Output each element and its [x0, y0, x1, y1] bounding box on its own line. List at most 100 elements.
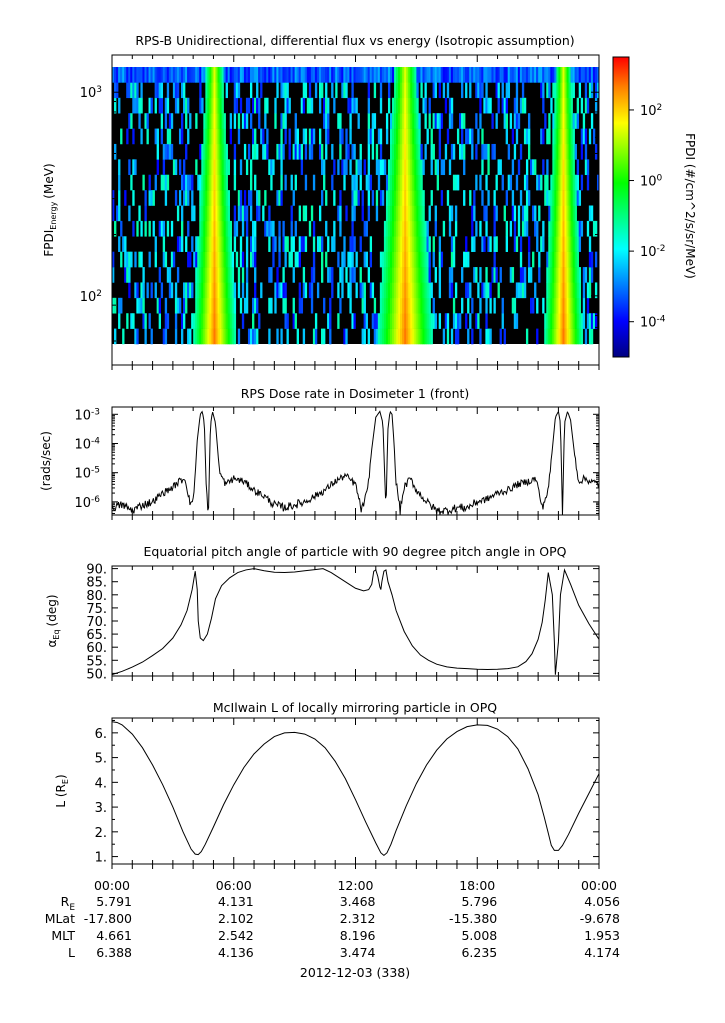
spectrogram-cell	[574, 220, 577, 237]
spectrogram-cell	[209, 205, 212, 222]
spectrogram-cell	[260, 82, 263, 99]
spectrogram-cell	[594, 67, 598, 83]
spectrogram-cell	[590, 328, 594, 345]
spectrogram-cell	[574, 67, 577, 83]
spectrogram-cell	[302, 67, 306, 83]
spectrogram-cell	[351, 267, 354, 283]
spectrogram-cell	[201, 220, 204, 237]
spectrogram-cell	[292, 143, 295, 160]
spectrogram-cell	[239, 236, 243, 252]
spectrogram-cell	[477, 282, 480, 299]
spectrogram-cell	[410, 113, 413, 129]
spectrogram-cell	[268, 236, 271, 252]
spectrogram-cell	[379, 190, 383, 206]
spectrogram-cell	[215, 297, 218, 314]
spectrogram-cell	[586, 313, 590, 329]
spectrogram-cell	[312, 128, 316, 145]
spectrogram-cell	[371, 113, 375, 129]
spectrogram-cell	[505, 220, 508, 237]
colorbar-gradient	[612, 56, 630, 358]
spectrogram-cell	[252, 236, 255, 252]
spectrogram-cell	[517, 205, 521, 222]
spectrogram-cell	[237, 190, 241, 206]
spectrogram-cell	[199, 267, 202, 283]
pitch-angle-y-label-unit: (deg)	[45, 594, 59, 626]
spectrogram-cell	[270, 174, 273, 191]
spectrogram-cell	[398, 267, 401, 283]
spectrogram-cell	[229, 267, 233, 283]
spectrogram-cell	[414, 282, 417, 299]
spectrogram-cell	[219, 128, 222, 145]
spectrogram-cell	[298, 236, 302, 252]
spectrogram-cell	[361, 205, 364, 222]
spectrogram-cell	[414, 328, 417, 345]
spectrogram-cell	[379, 159, 383, 176]
spectrogram-cell	[235, 97, 239, 114]
spectrogram-cell	[223, 113, 226, 129]
spectrogram-cell	[264, 220, 267, 237]
pitch-angle-y-tick-label-3: 65.	[86, 628, 107, 643]
spectrogram-cell	[434, 313, 437, 329]
spectrogram-cell	[132, 313, 135, 329]
spectrogram-cell	[300, 159, 304, 176]
spectrogram-cell	[562, 313, 565, 329]
colorbar-tick-label-0: 10-4	[640, 315, 666, 331]
spectrogram-cell	[412, 328, 415, 345]
spectrogram-cell	[434, 159, 437, 176]
spectrogram-cell	[485, 82, 488, 99]
spectrogram-cell	[304, 205, 308, 222]
spectrogram-cell	[406, 251, 409, 268]
spectrogram-cell	[187, 174, 190, 191]
spectrogram-cell	[304, 128, 308, 145]
spectrogram-cell	[172, 82, 176, 99]
spectrogram-cell	[349, 113, 352, 129]
spectrogram-cell	[138, 113, 141, 129]
spectrogram-cell	[120, 251, 123, 268]
pitch-angle-y-tick-label-1: 55.	[86, 654, 107, 669]
spectrogram-cell	[351, 205, 354, 222]
spectrogram-cell	[534, 282, 537, 299]
spectrogram-cell	[187, 190, 190, 206]
spectrogram-cell	[128, 82, 131, 99]
spectrogram-cell	[546, 313, 549, 329]
spectrogram-cell	[203, 313, 206, 329]
spectrogram-cell	[233, 220, 237, 237]
spectrogram-cell	[207, 67, 210, 83]
spectrogram-cell	[493, 297, 496, 314]
spectrogram-cell	[558, 267, 561, 283]
spectrogram-cell	[416, 267, 419, 283]
spectrogram-cell	[158, 297, 161, 314]
spectrogram-cell	[284, 282, 287, 299]
spectrogram-cell	[572, 113, 575, 129]
spectrogram-cell	[396, 159, 399, 176]
spectrogram-cell	[392, 267, 395, 283]
spectrogram-cell	[363, 297, 366, 314]
spectrogram-cell	[550, 267, 553, 283]
spectrogram-cell	[534, 159, 537, 176]
spectrogram-cell	[558, 143, 561, 160]
dose-y-tick-label-0: 10-6	[74, 495, 100, 511]
spectrogram-cell	[252, 313, 255, 329]
spectrogram-cell	[207, 297, 210, 314]
spectrogram-cell	[201, 67, 204, 83]
spectrogram-cell	[256, 190, 259, 206]
spectrogram-cell	[503, 67, 506, 83]
ephemeris-label-2: MLT	[51, 928, 75, 943]
spectrogram-cell	[497, 67, 500, 83]
spectrogram-cell	[580, 67, 584, 83]
spectrogram-cell	[118, 236, 121, 252]
spectrogram-cell	[201, 97, 204, 114]
spectrogram-cell	[140, 97, 143, 114]
spectrogram-cell	[414, 251, 417, 268]
spectrogram-cell	[136, 97, 139, 114]
spectrogram-cell	[554, 128, 557, 145]
spectrogram-cell	[211, 174, 214, 191]
pitch-angle-y-tick-label-2: 60.	[86, 641, 107, 656]
spectrogram-cell	[176, 97, 180, 114]
spectrogram-cell	[288, 97, 291, 114]
spectrogram-cell	[594, 97, 598, 114]
spectrogram-cell	[471, 143, 474, 160]
spectrogram-cell	[491, 143, 494, 160]
spectrogram-cell	[404, 267, 407, 283]
spectrogram-cell	[387, 97, 391, 114]
